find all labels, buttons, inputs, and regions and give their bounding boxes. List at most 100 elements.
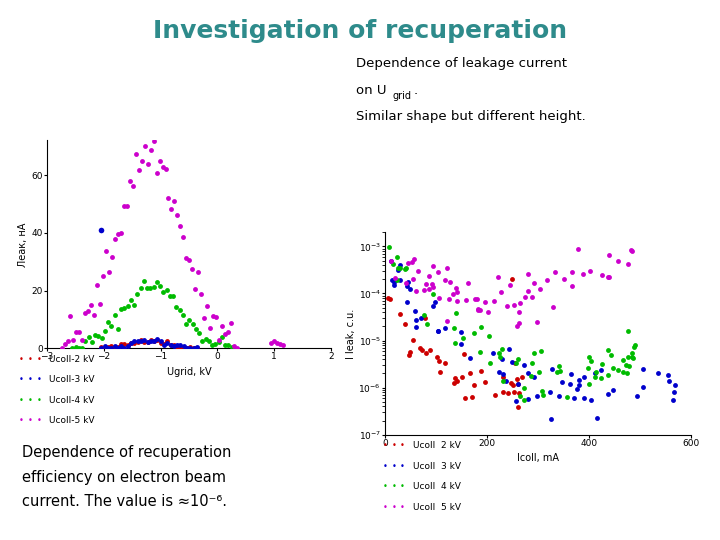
- Point: [505, 379, 517, 387]
- Point: [518, 395, 530, 404]
- Text: •: •: [37, 375, 41, 384]
- Point: [165, 341, 176, 349]
- Point: [71, 328, 82, 336]
- Point: [417, 346, 428, 355]
- Point: [115, 305, 127, 314]
- Point: [494, 349, 505, 357]
- Point: [629, 343, 640, 352]
- Point: [528, 279, 540, 287]
- Point: [484, 332, 495, 341]
- Text: •: •: [19, 355, 24, 363]
- Point: [622, 352, 634, 361]
- Point: [148, 283, 159, 292]
- Point: [568, 394, 580, 402]
- Point: [127, 181, 139, 190]
- Point: [73, 344, 85, 353]
- Point: [626, 349, 637, 357]
- Point: [439, 275, 451, 284]
- Text: •: •: [19, 396, 24, 404]
- Point: [157, 162, 168, 171]
- Point: [400, 264, 411, 272]
- Point: [165, 340, 176, 349]
- Point: [433, 357, 445, 366]
- Point: [591, 414, 603, 422]
- Point: [138, 336, 150, 345]
- Point: [441, 264, 452, 273]
- Text: •: •: [400, 482, 405, 491]
- Point: [80, 308, 91, 317]
- Point: [266, 339, 277, 347]
- Point: [518, 361, 529, 369]
- Point: [213, 336, 225, 345]
- Point: [171, 303, 182, 312]
- Point: [158, 340, 170, 348]
- Point: [622, 327, 634, 335]
- Text: •: •: [28, 416, 32, 425]
- Point: [184, 255, 195, 264]
- Point: [161, 337, 173, 346]
- Point: [603, 273, 615, 281]
- Point: [582, 363, 594, 372]
- Point: [549, 267, 561, 276]
- Point: [537, 390, 549, 399]
- Text: •: •: [383, 441, 387, 450]
- Point: [151, 169, 163, 178]
- Point: [95, 226, 107, 234]
- Text: grid: grid: [392, 91, 411, 101]
- Point: [184, 316, 195, 325]
- Point: [133, 166, 145, 174]
- Point: [164, 292, 176, 300]
- Text: •: •: [28, 355, 32, 363]
- Point: [506, 357, 518, 366]
- Text: Ucoll  2 kV: Ucoll 2 kV: [413, 441, 460, 450]
- Text: •: •: [37, 396, 41, 404]
- Point: [135, 336, 147, 345]
- Point: [136, 156, 148, 165]
- Point: [585, 357, 597, 366]
- Point: [489, 390, 500, 399]
- Point: [102, 343, 114, 352]
- Point: [428, 301, 439, 310]
- Point: [613, 366, 624, 374]
- Point: [384, 256, 396, 265]
- Point: [392, 264, 403, 272]
- Point: [509, 359, 521, 368]
- Point: [125, 295, 137, 304]
- Point: [620, 361, 631, 369]
- Point: [423, 285, 435, 293]
- Text: •: •: [28, 396, 32, 404]
- Point: [427, 262, 438, 271]
- Point: [118, 201, 130, 210]
- Point: [154, 281, 166, 290]
- Point: [595, 373, 607, 382]
- Point: [388, 278, 400, 286]
- Point: [404, 351, 415, 360]
- Point: [129, 339, 140, 347]
- Point: [68, 335, 79, 344]
- Point: [152, 336, 163, 345]
- Text: •: •: [37, 355, 41, 363]
- Point: [112, 343, 124, 352]
- Point: [523, 287, 534, 296]
- Point: [464, 354, 476, 362]
- Point: [510, 359, 522, 368]
- Point: [503, 345, 515, 353]
- Point: [492, 367, 504, 376]
- Point: [410, 286, 422, 295]
- Point: [410, 316, 422, 325]
- Point: [89, 311, 100, 320]
- Point: [523, 395, 534, 403]
- Point: [662, 371, 674, 380]
- Point: [433, 294, 445, 302]
- X-axis label: Icoll, mA: Icoll, mA: [517, 454, 559, 463]
- Point: [419, 313, 431, 322]
- Point: [148, 137, 159, 145]
- Point: [449, 323, 460, 332]
- Point: [392, 275, 403, 284]
- Point: [216, 333, 228, 341]
- Point: [482, 307, 494, 316]
- Point: [589, 373, 600, 382]
- Point: [427, 290, 438, 299]
- Point: [106, 341, 117, 350]
- Point: [441, 316, 453, 325]
